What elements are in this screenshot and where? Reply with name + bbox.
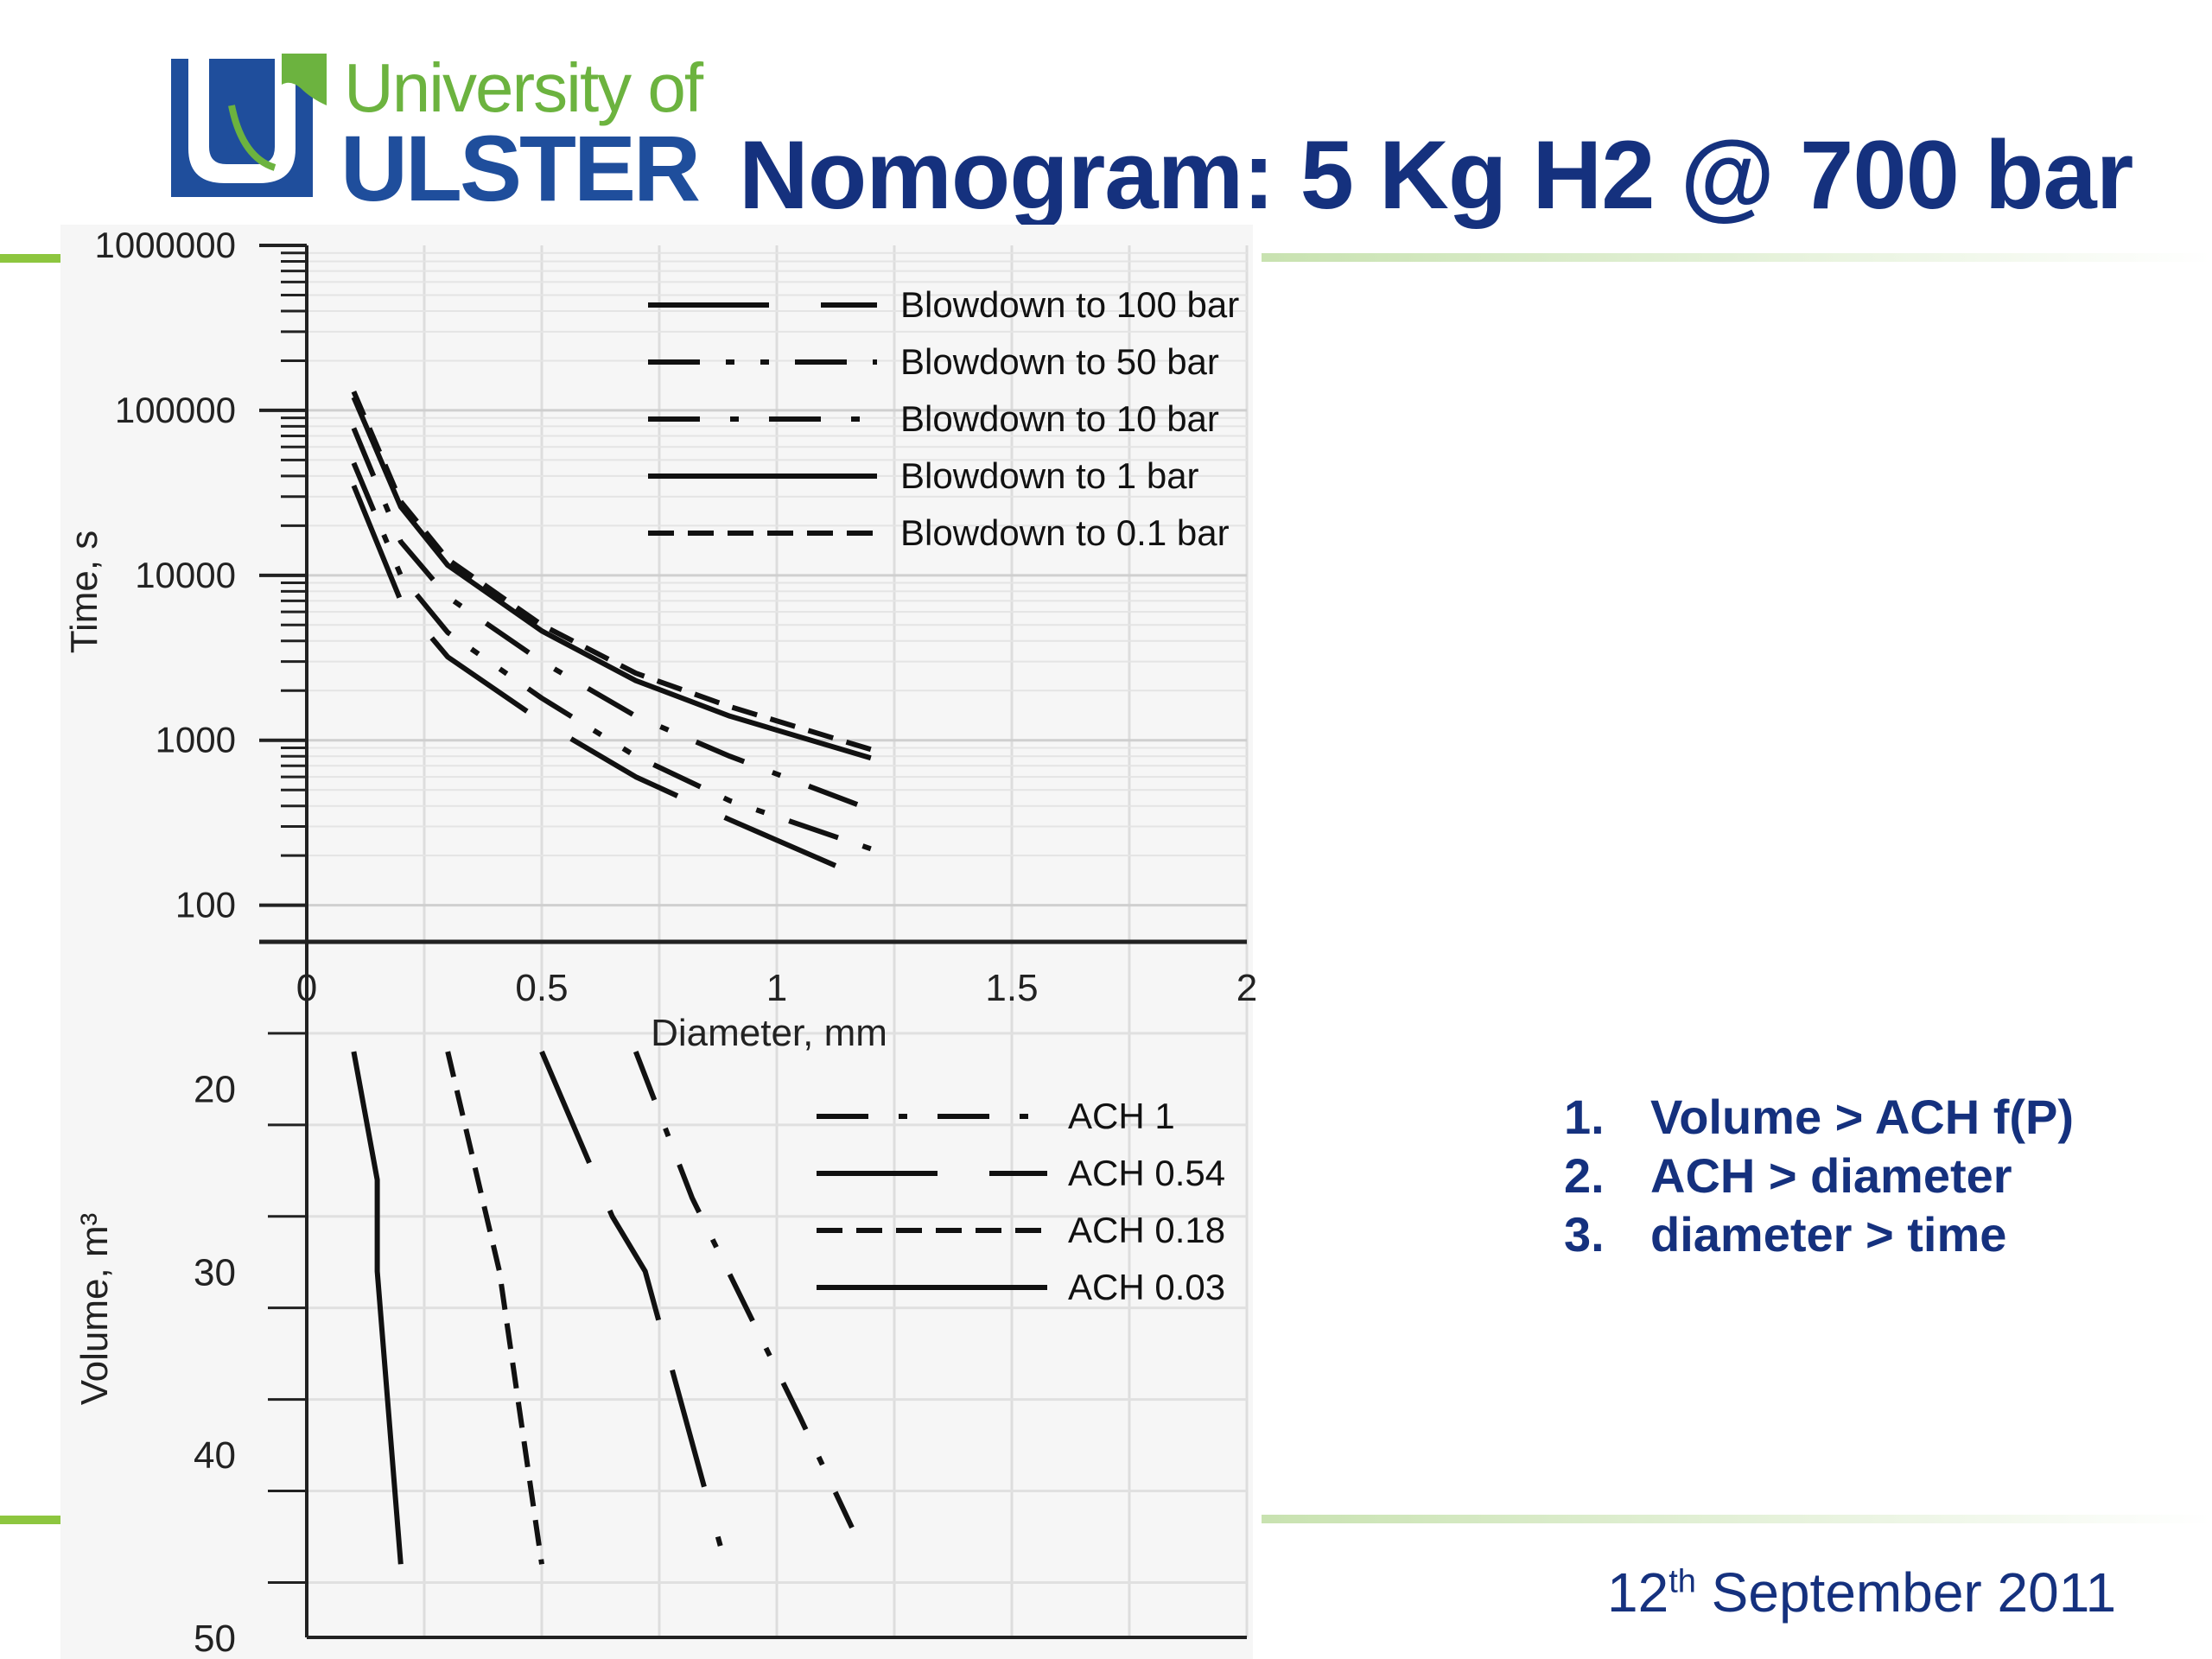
y-tick-label: 40 <box>194 1434 236 1477</box>
x-tick-label: 2 <box>1236 967 1257 1009</box>
x-tick-label: 1.5 <box>985 967 1038 1009</box>
step-number: 3. <box>1564 1206 1605 1262</box>
data-series <box>351 391 872 1565</box>
legend-blowdown-label: Blowdown to 50 bar <box>900 341 1219 382</box>
footer-date: 12th September 2011 <box>1607 1560 2116 1624</box>
legend-ach-label: ACH 0.18 <box>1068 1210 1225 1250</box>
bottom-rule-right <box>1262 1515 2212 1523</box>
y-tick-label: 20 <box>194 1068 236 1110</box>
date-day: 12 <box>1607 1561 1669 1624</box>
step-item: 3. diameter > time <box>1564 1205 2074 1263</box>
date-rest: September 2011 <box>1695 1561 2117 1624</box>
ulster-shield-icon <box>171 54 327 197</box>
step-text: diameter > time <box>1650 1206 2007 1262</box>
top-rule-left <box>0 254 60 263</box>
blowdown-series-line <box>351 391 872 753</box>
steps-list: 1. Volume > ACH f(P) 2. ACH > diameter 3… <box>1564 1087 2074 1263</box>
legends: Blowdown to 100 bar Blowdown to 50 bar Blo… <box>648 284 1239 1307</box>
step-number: 1. <box>1564 1089 1605 1144</box>
y-tick-label: 100 <box>175 885 236 925</box>
step-item: 2. ACH > diameter <box>1564 1146 2074 1205</box>
y-axis-title-time: Time, s <box>63 531 105 654</box>
legend-blowdown-label: Blowdown to 0.1 bar <box>900 512 1230 553</box>
top-rule-right <box>1262 253 2212 262</box>
y-tick-label: 100000 <box>115 390 236 430</box>
legend-blowdown-label: Blowdown to 1 bar <box>900 455 1199 496</box>
legend-ach-label: ACH 1 <box>1068 1096 1175 1136</box>
y-tick-label: 30 <box>194 1251 236 1294</box>
date-suffix: th <box>1669 1563 1696 1600</box>
y-tick-label: 1000000 <box>94 225 236 265</box>
x-tick-label: 1 <box>766 967 787 1009</box>
y-axis-title-volume: Volume, m³ <box>73 1213 116 1406</box>
step-number: 2. <box>1564 1147 1605 1203</box>
y-tick-label: 10000 <box>135 555 236 595</box>
bottom-rule-left <box>0 1516 60 1524</box>
legend-ach-label: ACH 0.03 <box>1068 1267 1225 1307</box>
blowdown-series-line <box>351 427 872 812</box>
x-tick-label: 0 <box>296 967 317 1009</box>
logo-ulster-text: ULSTER <box>340 116 701 220</box>
blowdown-series-line <box>351 396 872 761</box>
y-tick-label: 50 <box>194 1618 236 1659</box>
legend-blowdown-label: Blowdown to 10 bar <box>900 398 1219 439</box>
blowdown-series-line <box>351 484 872 884</box>
axes <box>259 244 1247 1639</box>
university-logo: University of ULSTER <box>171 49 703 220</box>
legend-blowdown-label: Blowdown to 100 bar <box>900 284 1239 325</box>
ach-series-line <box>351 1051 404 1565</box>
step-item: 1. Volume > ACH f(P) <box>1564 1087 2074 1146</box>
logo-university-text: University of <box>344 49 703 126</box>
x-axis-title: Diameter, mm <box>651 1012 887 1054</box>
ach-series-line <box>445 1051 544 1565</box>
step-text: Volume > ACH f(P) <box>1650 1089 2075 1144</box>
ach-series-line <box>539 1050 723 1547</box>
slide-title: Nomogram: 5 Kg H2 @ 700 bar <box>739 121 2133 229</box>
blowdown-series-line <box>351 461 872 852</box>
step-text: ACH > diameter <box>1650 1147 2012 1203</box>
x-tick-label: 0.5 <box>515 967 568 1009</box>
ach-series-line <box>633 1051 855 1529</box>
y-tick-label: 1000 <box>156 720 236 760</box>
legend-ach-label: ACH 0.54 <box>1068 1153 1225 1193</box>
